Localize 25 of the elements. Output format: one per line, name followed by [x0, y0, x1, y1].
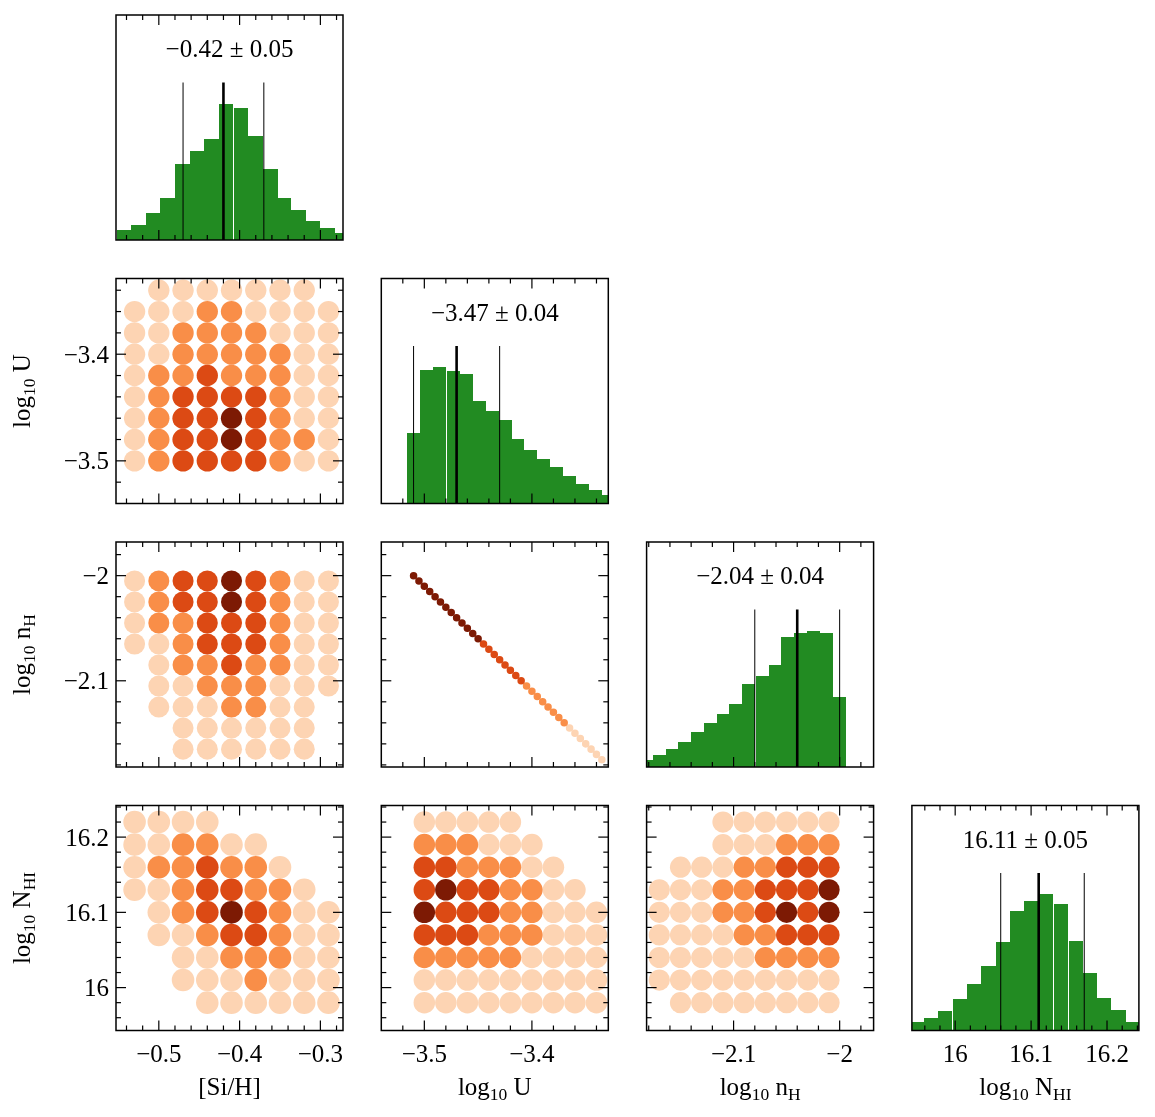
x-tick-label: 16	[942, 1040, 968, 1067]
chart-title: −3.47 ± 0.04	[430, 298, 560, 326]
x-axis-title: log$_{10}$ n$_{H}$	[719, 1072, 801, 1104]
chart-title: −0.42 ± 0.05	[165, 35, 294, 62]
x-tick-label: −0.4	[216, 1040, 263, 1067]
x-tick-label: −3.5	[401, 1040, 448, 1067]
x-axis-title: log$_{10}$ U	[457, 1072, 532, 1104]
x-axis-title: [Si/H]	[198, 1072, 261, 1100]
x-axis-title: log$_{10}$ N$_{HI}$	[979, 1072, 1072, 1104]
y-tick-label: 16	[84, 974, 109, 1002]
y-tick-label: 16.1	[65, 898, 109, 926]
chart-title: 16.11 ± 0.05	[962, 825, 1089, 853]
y-tick-label: −3.5	[63, 447, 109, 475]
x-tick-label: −2.1	[710, 1040, 757, 1067]
x-tick-label: −2	[826, 1040, 853, 1067]
x-tick-label: −0.5	[136, 1040, 182, 1067]
x-tick-label: 16.2	[1085, 1040, 1129, 1067]
x-tick-label: −0.3	[297, 1040, 344, 1067]
y-tick-label: 16.2	[65, 823, 109, 851]
y-tick-label: −2.1	[63, 667, 109, 695]
chart-title: −2.04 ± 0.04	[696, 562, 825, 589]
y-tick-label: −2	[82, 562, 109, 590]
x-tick-label: 16.1	[1009, 1040, 1053, 1067]
x-tick-label: −3.4	[509, 1040, 556, 1067]
y-tick-label: −3.4	[63, 340, 110, 368]
